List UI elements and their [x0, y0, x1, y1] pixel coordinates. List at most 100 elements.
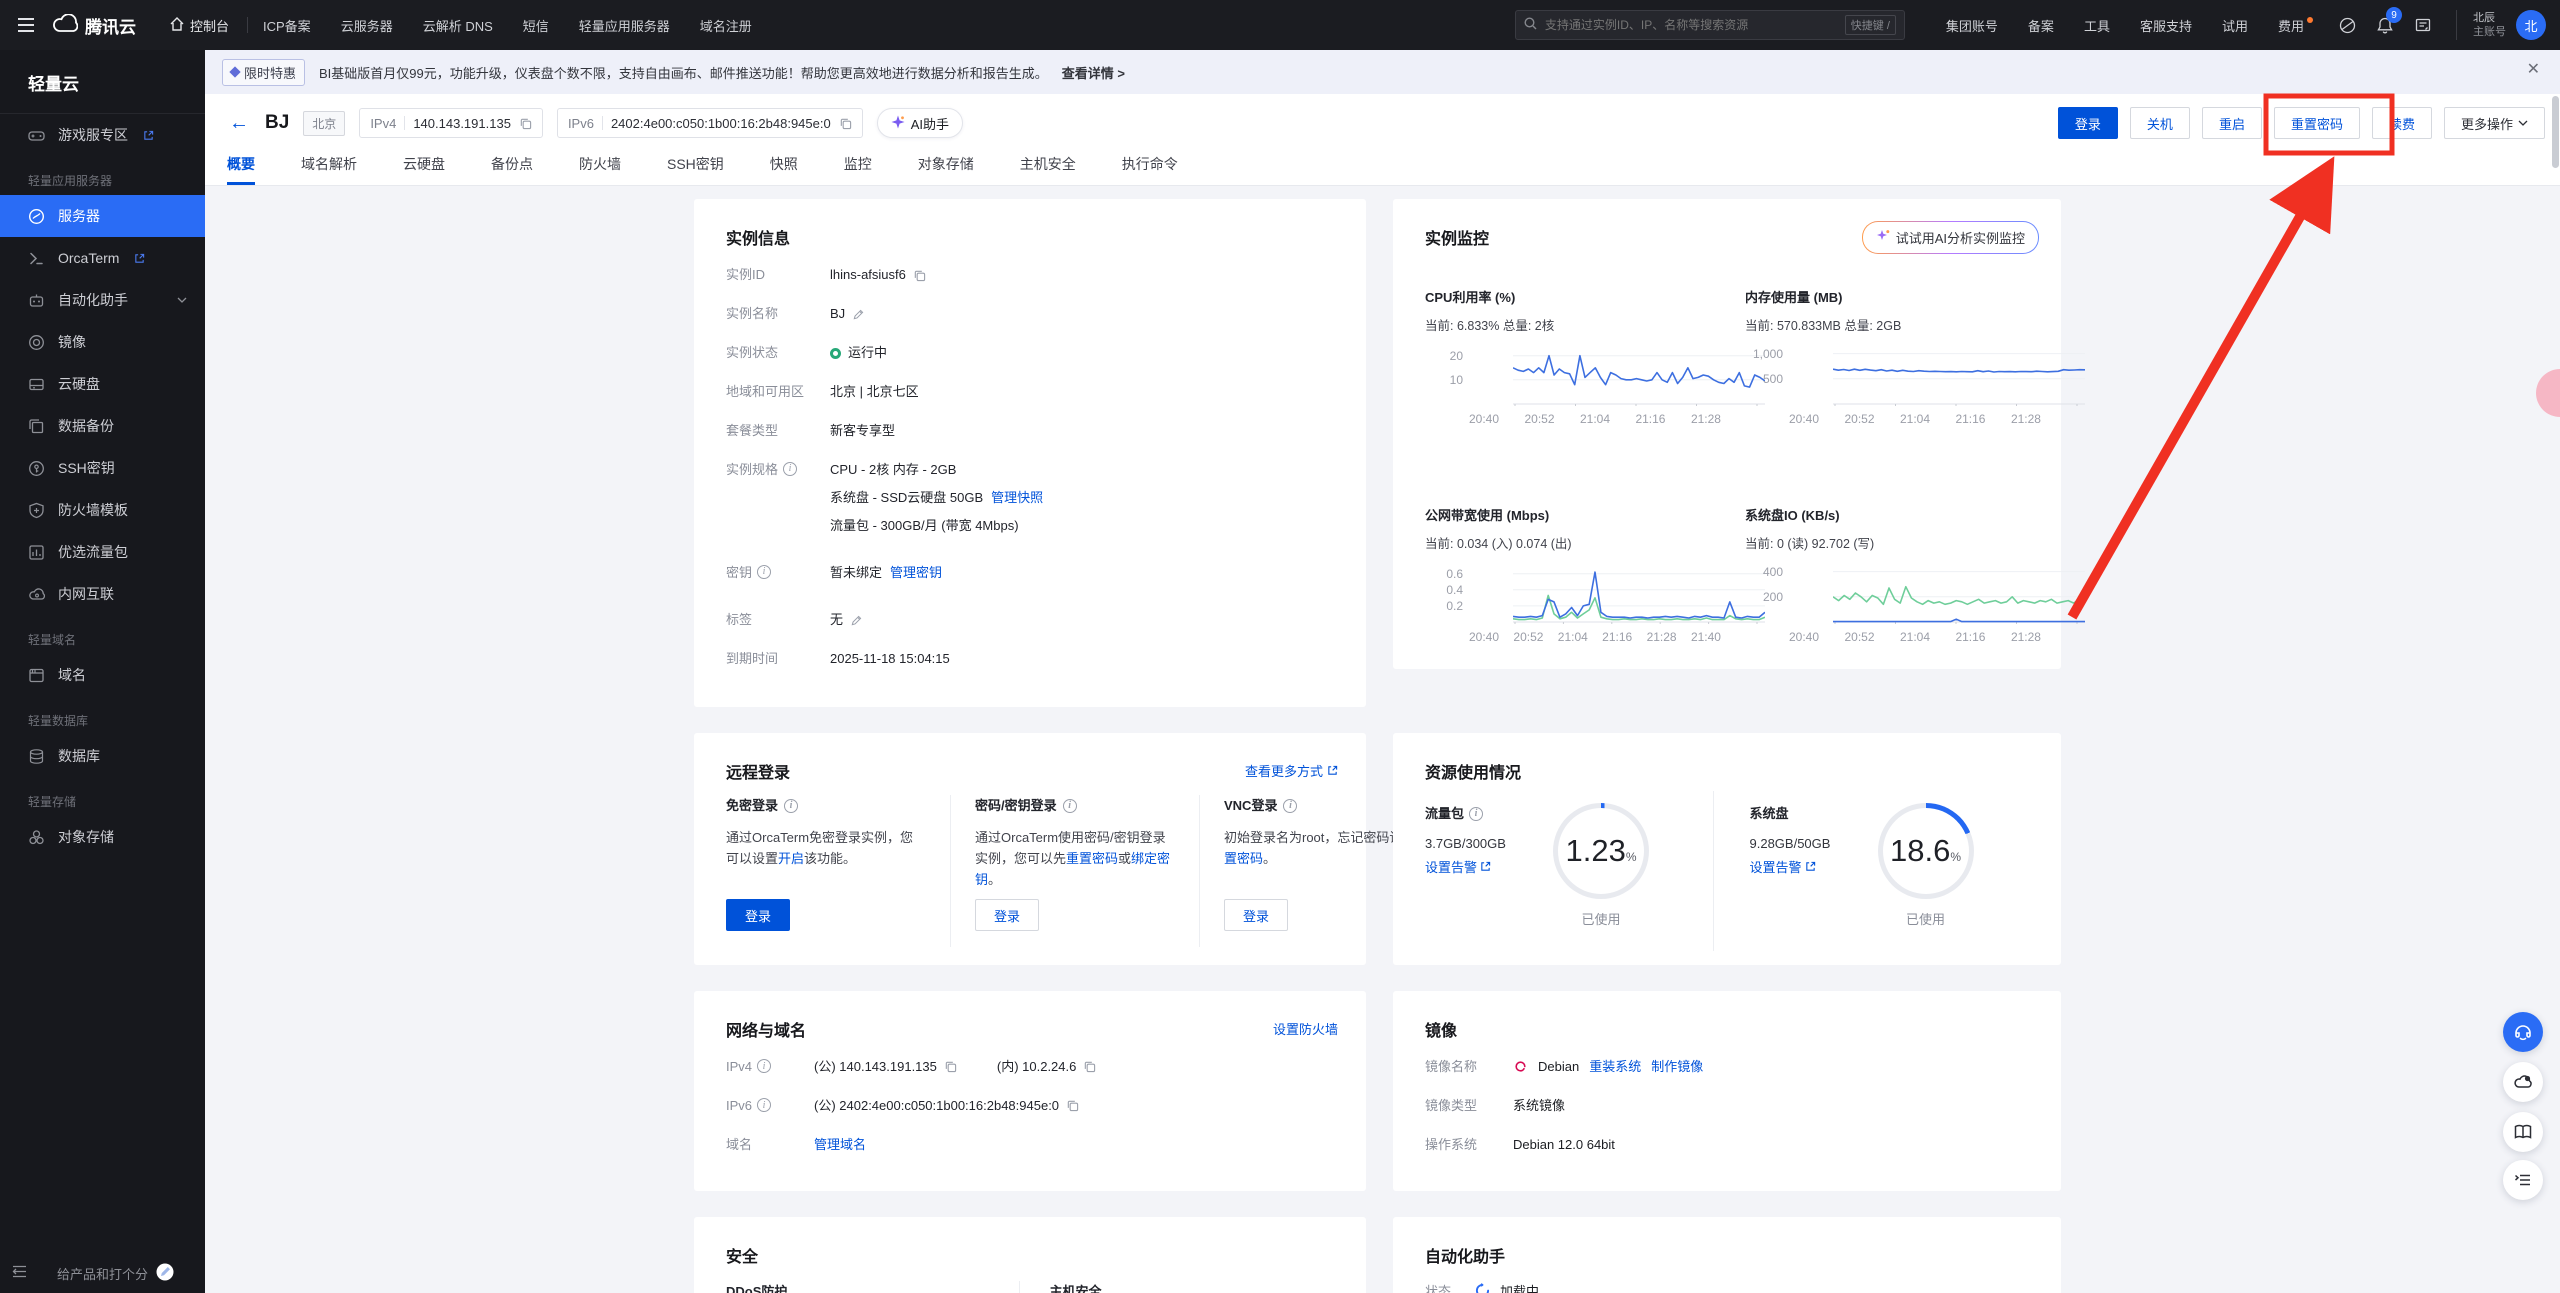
ipv4-box[interactable]: IPv4 140.143.191.135	[359, 108, 543, 138]
login-button[interactable]: 登录	[726, 899, 790, 931]
link-管理快照[interactable]: 管理快照	[991, 490, 1044, 505]
login-button[interactable]: 登录	[1224, 899, 1288, 931]
intl-icon[interactable]	[2328, 0, 2366, 50]
tab-SSH密钥[interactable]: SSH密钥	[667, 156, 724, 172]
copy-icon[interactable]	[1083, 1060, 1096, 1073]
sidebar-item-内网互联[interactable]: 内网互联	[0, 573, 205, 615]
sidebar-item-游戏服专区[interactable]: 游戏服专区	[0, 114, 205, 156]
action-button-更多操作[interactable]: 更多操作	[2443, 107, 2545, 139]
tencent-cloud-logo[interactable]: 腾讯云	[52, 12, 136, 38]
sidebar-item-服务器[interactable]: 服务器	[0, 195, 205, 237]
hamburger-menu-icon[interactable]	[0, 0, 52, 50]
user-info[interactable]: 北辰 主账号	[2456, 10, 2506, 40]
link-绑定密钥[interactable]: 绑定密钥	[975, 851, 1171, 887]
topbar-menu-1[interactable]: 云服务器	[340, 18, 393, 34]
action-button-关机[interactable]: 关机	[2129, 107, 2190, 139]
avatar[interactable]: 北	[2516, 10, 2546, 40]
topbar-right-menu-3[interactable]: 客服支持	[2139, 18, 2192, 34]
ai-assistant-button[interactable]: AI助手	[876, 108, 964, 138]
link-重装系统[interactable]: 重装系统	[1589, 1059, 1642, 1074]
feedback-link[interactable]: 给产品和打个分	[57, 1266, 149, 1282]
sidebar-item-域名[interactable]: 域名	[0, 654, 205, 696]
action-button-登录[interactable]: 登录	[2057, 107, 2118, 139]
customer-service-icon[interactable]	[2503, 1012, 2543, 1052]
ipv6-box[interactable]: IPv6 2402:4e00:c050:1b00:16:2b48:945e:0	[556, 108, 863, 138]
tab-概要[interactable]: 概要	[227, 146, 255, 185]
sidebar-item-数据库[interactable]: 数据库	[0, 735, 205, 777]
banner-close-icon[interactable]: ✕	[2526, 61, 2540, 78]
sidebar-item-数据备份[interactable]: 数据备份	[0, 405, 205, 447]
info-row-value: lhins-afsiusf6	[830, 265, 926, 285]
copy-icon[interactable]	[519, 117, 532, 130]
annotation-arrow	[2067, 156, 2335, 620]
usage-percent: 1.23%	[1565, 833, 1637, 868]
tab-对象存储[interactable]: 对象存储	[917, 156, 974, 172]
feedback-pencil-icon[interactable]	[156, 1263, 174, 1284]
topbar-console[interactable]: 控制台	[164, 0, 247, 50]
sidebar-item-防火墙模板[interactable]: 防火墙模板	[0, 489, 205, 531]
ai-analyze-monitor-button[interactable]: 试试用AI分析实例监控	[1862, 221, 2039, 254]
sidebar-item-SSH密钥[interactable]: SSH密钥	[0, 447, 205, 489]
link-管理密钥[interactable]: 管理密钥	[890, 565, 943, 580]
copy-icon[interactable]	[944, 1060, 957, 1073]
link-开启[interactable]: 开启	[778, 851, 805, 866]
tab-域名解析[interactable]: 域名解析	[301, 156, 357, 172]
console-list-icon[interactable]	[2503, 1160, 2543, 1200]
tab-执行命令[interactable]: 执行命令	[1121, 156, 1178, 172]
topbar-menu-5[interactable]: 域名注册	[699, 18, 752, 34]
page-scrollbar[interactable]	[2552, 96, 2559, 168]
link-制作镜像[interactable]: 制作镜像	[1651, 1059, 1704, 1074]
image-card: 镜像 镜像名称 Debian 重装系统 制作镜像 镜像类型 系统镜像 操作系统 Debian …	[1393, 991, 2061, 1191]
notification-bell-icon[interactable]: 9	[2366, 0, 2404, 50]
topbar-right-menu-0[interactable]: 集团账号	[1945, 18, 1998, 34]
set-alarm-link[interactable]: 设置告警	[1750, 857, 1878, 876]
sidebar-item-优选流量包[interactable]: 优选流量包	[0, 531, 205, 573]
set-firewall-link[interactable]: 设置防火墙	[1272, 1022, 1338, 1037]
topbar-right-menu-5[interactable]: 费用	[2263, 0, 2328, 50]
global-search[interactable]: 快捷键 /	[1514, 10, 1905, 40]
copy-icon[interactable]	[913, 269, 926, 282]
x-axis-tick: 21:28	[2010, 412, 2041, 426]
action-button-续费[interactable]: 续费	[2371, 107, 2432, 139]
set-alarm-link[interactable]: 设置告警	[1425, 857, 1553, 876]
tab-快照[interactable]: 快照	[769, 156, 798, 172]
docs-icon[interactable]	[2404, 0, 2442, 50]
edit-pencil-icon[interactable]	[850, 614, 863, 627]
tab-主机安全[interactable]: 主机安全	[1019, 156, 1076, 172]
copy-icon[interactable]	[839, 117, 852, 130]
link-重置密码[interactable]: 重置密码	[1066, 851, 1119, 866]
search-input[interactable]	[1544, 18, 1837, 32]
sidebar-item-自动化助手[interactable]: 自动化助手	[0, 279, 205, 321]
tab-监控[interactable]: 监控	[843, 156, 872, 172]
link-管理域名[interactable]: 管理域名	[814, 1137, 867, 1152]
docs-book-icon[interactable]	[2503, 1112, 2543, 1152]
tab-防火墙[interactable]: 防火墙	[579, 156, 621, 172]
more-login-methods-link[interactable]: 查看更多方式	[1245, 761, 1338, 780]
promo-detail-link[interactable]: 查看详情 >	[1061, 65, 1125, 81]
topbar-menu-2[interactable]: 云解析 DNS	[422, 18, 493, 34]
edit-pencil-icon[interactable]	[852, 308, 865, 321]
back-arrow-icon[interactable]: ←	[229, 111, 249, 134]
action-button-重置密码[interactable]: 重置密码	[2273, 107, 2360, 139]
database-icon	[28, 748, 45, 765]
sidebar-item-镜像[interactable]: 镜像	[0, 321, 205, 363]
tab-云硬盘[interactable]: 云硬盘	[403, 156, 445, 172]
cloud-alert-icon[interactable]	[2503, 1062, 2543, 1102]
topbar-menu-3[interactable]: 短信	[522, 18, 549, 34]
topbar-right-menu-2[interactable]: 工具	[2083, 18, 2110, 34]
topbar-right-menu-4[interactable]: 试用	[2221, 18, 2248, 34]
sidebar-item-对象存储[interactable]: 对象存储	[0, 816, 205, 858]
copy-icon[interactable]	[1066, 1099, 1079, 1112]
action-button-重启[interactable]: 重启	[2201, 107, 2262, 139]
promo-float-bubble[interactable]	[2536, 369, 2560, 417]
topbar-menu-4[interactable]: 轻量应用服务器	[578, 18, 670, 34]
topbar-right-menu-1[interactable]: 备案	[2027, 18, 2054, 34]
tab-备份点[interactable]: 备份点	[491, 156, 533, 172]
sidebar-collapse-icon[interactable]	[12, 1265, 27, 1281]
chart-title: 公网带宽使用 (Mbps)	[1425, 508, 1550, 523]
login-button[interactable]: 登录	[975, 899, 1039, 931]
sidebar-item-OrcaTerm[interactable]: OrcaTerm	[0, 237, 205, 279]
topbar-menu-0[interactable]: ICP备案	[263, 18, 311, 34]
chevron-down-icon[interactable]	[177, 297, 187, 303]
sidebar-item-云硬盘[interactable]: 云硬盘	[0, 363, 205, 405]
